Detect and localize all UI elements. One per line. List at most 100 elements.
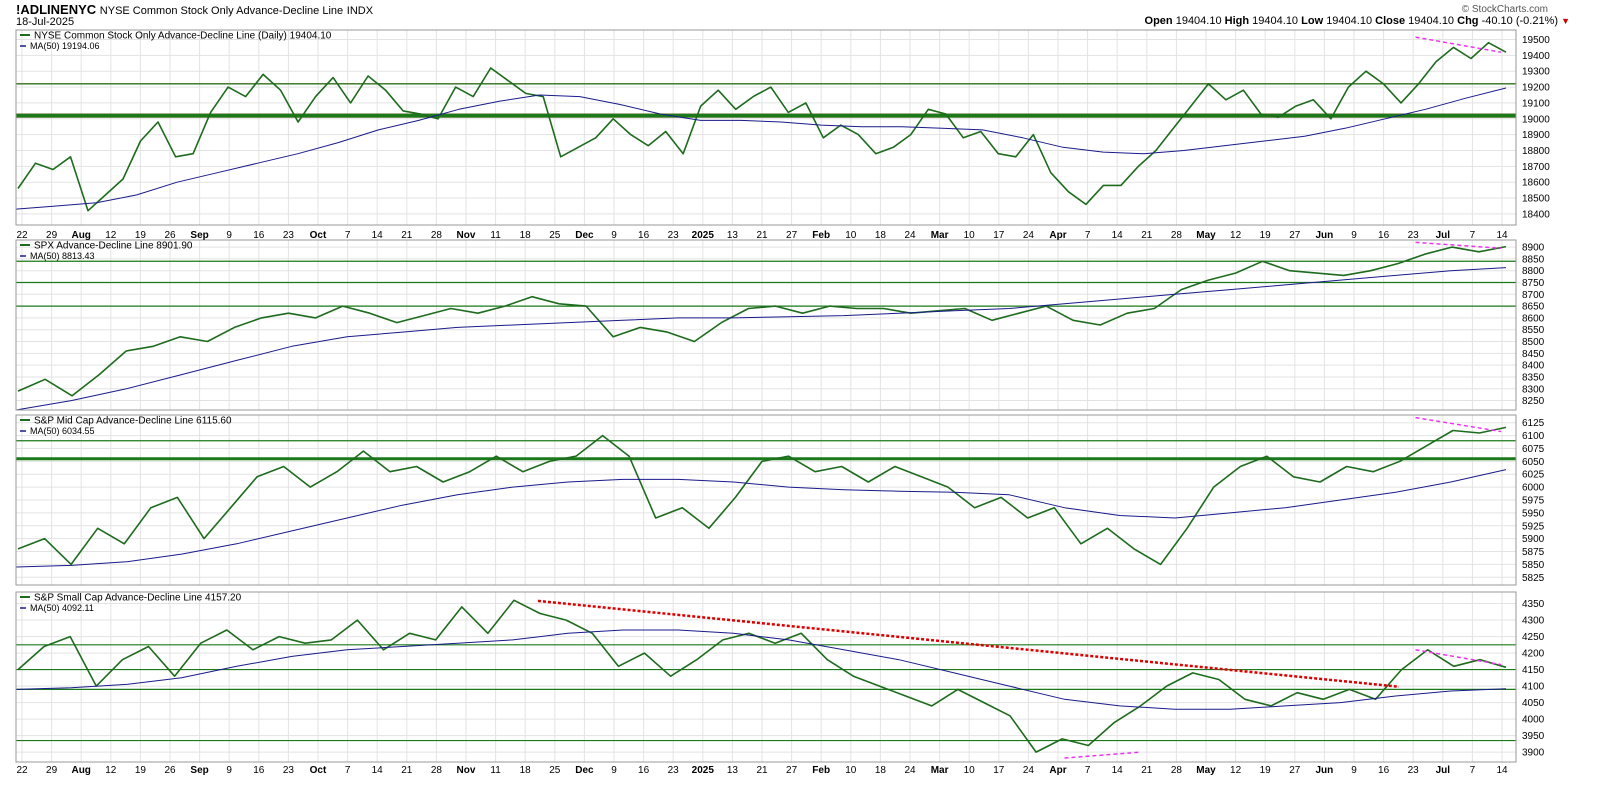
x-tick-label: Jun xyxy=(1316,230,1334,241)
x-tick-label: 21 xyxy=(756,230,768,241)
x-tick-label: 10 xyxy=(845,765,857,776)
x-tick-label: 23 xyxy=(668,765,680,776)
y-tick-label: 5875 xyxy=(1522,547,1545,558)
chg-label: Chg xyxy=(1457,15,1479,27)
x-tick-label: Aug xyxy=(71,230,90,241)
y-tick-label: 18600 xyxy=(1522,178,1550,189)
y-tick-label: 19300 xyxy=(1522,67,1550,78)
y-tick-label: 4350 xyxy=(1522,599,1545,610)
x-tick-label: 19 xyxy=(135,230,147,241)
panel-border xyxy=(15,29,1517,226)
x-tick-label: 12 xyxy=(105,765,117,776)
x-tick-label: 25 xyxy=(549,765,561,776)
x-tick-label: 14 xyxy=(1112,230,1124,241)
x-tick-label: 19 xyxy=(1260,765,1272,776)
panel-border xyxy=(15,239,1517,411)
x-tick-label: 23 xyxy=(1408,230,1420,241)
symbol-description: NYSE Common Stock Only Advance-Decline L… xyxy=(99,5,344,17)
x-tick-label: Nov xyxy=(457,765,476,776)
high-label: High xyxy=(1224,15,1250,27)
trend-line-red xyxy=(537,599,1400,688)
x-tick-label: 23 xyxy=(283,230,295,241)
x-tick-label: 7 xyxy=(1470,230,1476,241)
x-tick-label: 21 xyxy=(756,765,768,776)
x-tick-label: 16 xyxy=(638,765,650,776)
x-tick-label: 19 xyxy=(135,765,147,776)
x-tick-label: Sep xyxy=(190,765,208,776)
y-tick-label: 4250 xyxy=(1522,632,1545,643)
x-tick-label: 27 xyxy=(786,765,798,776)
x-tick-label: 18 xyxy=(875,765,887,776)
y-tick-label: 6025 xyxy=(1522,470,1545,481)
y-tick-label: 6100 xyxy=(1522,431,1545,442)
x-tick-label: 24 xyxy=(904,765,916,776)
y-tick-label: 6125 xyxy=(1522,418,1545,429)
ma-line xyxy=(15,87,1507,210)
x-tick-label: Feb xyxy=(812,230,830,241)
x-tick-label: Jul xyxy=(1436,230,1451,241)
x-tick-label: 19 xyxy=(1260,230,1272,241)
quote-values: Open 19404.10 High 19404.10 Low 19404.10… xyxy=(1145,15,1570,27)
high-value: 19404.10 xyxy=(1252,15,1299,27)
x-tick-label: 28 xyxy=(431,765,443,776)
x-tick-label: 12 xyxy=(1230,230,1242,241)
y-tick-label: 8700 xyxy=(1522,290,1545,301)
x-tick-label: 10 xyxy=(845,230,857,241)
panel-title: S&P Small Cap Advance-Decline Line 4157.… xyxy=(34,593,242,604)
x-tick-label: 26 xyxy=(164,765,176,776)
price-line xyxy=(17,426,1507,566)
x-tick-label: 16 xyxy=(638,230,650,241)
x-tick-label: 7 xyxy=(1085,230,1091,241)
x-tick-label: 11 xyxy=(490,230,501,241)
symbol[interactable]: !ADLINENYC xyxy=(16,2,97,17)
price-line xyxy=(17,41,1507,212)
y-tick-label: 6050 xyxy=(1522,457,1545,468)
x-tick-label: 9 xyxy=(226,765,232,776)
x-tick-label: 9 xyxy=(611,765,617,776)
x-tick-label: 14 xyxy=(1496,765,1508,776)
ma-label: MA(50) 19194.06 xyxy=(30,41,100,51)
panel-title: S&P Mid Cap Advance-Decline Line 6115.60 xyxy=(34,416,232,427)
x-tick-label: 26 xyxy=(164,230,176,241)
ma-label: MA(50) 8813.43 xyxy=(30,251,95,261)
x-tick-label: 23 xyxy=(283,765,295,776)
ma-line xyxy=(15,469,1507,568)
x-tick-label: 12 xyxy=(105,230,117,241)
y-tick-label: 8450 xyxy=(1522,349,1545,360)
x-tick-label: 21 xyxy=(1141,230,1153,241)
x-tick-label: Jul xyxy=(1436,765,1451,776)
x-tick-label: 27 xyxy=(786,230,798,241)
y-tick-label: 8400 xyxy=(1522,361,1545,372)
x-tick-label: 27 xyxy=(1289,765,1301,776)
x-tick-label: 29 xyxy=(46,230,58,241)
y-tick-label: 8650 xyxy=(1522,302,1545,313)
x-tick-label: 22 xyxy=(16,765,28,776)
ma-line xyxy=(15,629,1507,710)
y-tick-label: 4150 xyxy=(1522,665,1545,676)
y-tick-label: 8800 xyxy=(1522,266,1545,277)
y-tick-label: 6075 xyxy=(1522,444,1545,455)
y-tick-label: 19500 xyxy=(1522,35,1550,46)
price-line xyxy=(17,245,1507,397)
y-tick-label: 5900 xyxy=(1522,534,1545,545)
y-tick-label: 19100 xyxy=(1522,98,1550,109)
panel-title: SPX Advance-Decline Line 8901.90 xyxy=(34,241,193,252)
y-tick-label: 19400 xyxy=(1522,51,1550,62)
x-tick-label: Nov xyxy=(457,230,476,241)
x-tick-label: May xyxy=(1196,230,1216,241)
y-tick-label: 18900 xyxy=(1522,130,1550,141)
x-tick-label: 16 xyxy=(1378,765,1390,776)
y-tick-label: 4300 xyxy=(1522,616,1545,627)
x-tick-label: 23 xyxy=(1408,765,1420,776)
x-tick-label: 16 xyxy=(1378,230,1390,241)
x-tick-label: 9 xyxy=(1351,765,1357,776)
y-tick-label: 8900 xyxy=(1522,243,1545,254)
y-tick-label: 5950 xyxy=(1522,508,1545,519)
x-tick-label: 7 xyxy=(1085,765,1091,776)
low-label: Low xyxy=(1301,15,1324,27)
x-tick-label: 17 xyxy=(993,230,1005,241)
y-tick-label: 4100 xyxy=(1522,682,1545,693)
x-tick-label: Dec xyxy=(575,765,594,776)
x-tick-label: Mar xyxy=(931,230,949,241)
